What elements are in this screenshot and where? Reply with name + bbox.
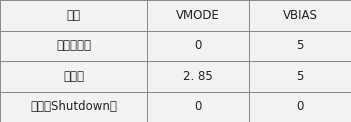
Text: 5: 5 xyxy=(296,39,304,52)
Bar xyxy=(147,0,249,30)
Bar xyxy=(147,30,249,61)
Text: 电压: 电压 xyxy=(67,9,81,22)
Text: 低功率: 低功率 xyxy=(63,70,84,83)
Bar xyxy=(249,61,351,92)
Bar xyxy=(0,92,147,122)
Text: 高功率模式: 高功率模式 xyxy=(56,39,91,52)
Bar xyxy=(249,92,351,122)
Bar xyxy=(249,30,351,61)
Bar xyxy=(147,92,249,122)
Text: VMODE: VMODE xyxy=(176,9,220,22)
Bar xyxy=(0,61,147,92)
Text: 5: 5 xyxy=(296,70,304,83)
Text: 关断（Shutdown）: 关断（Shutdown） xyxy=(30,100,117,113)
Bar xyxy=(0,30,147,61)
Text: 2. 85: 2. 85 xyxy=(184,70,213,83)
Bar xyxy=(147,61,249,92)
Text: 0: 0 xyxy=(194,39,202,52)
Text: VBIAS: VBIAS xyxy=(283,9,318,22)
Bar xyxy=(249,0,351,30)
Text: 0: 0 xyxy=(194,100,202,113)
Text: 0: 0 xyxy=(296,100,304,113)
Bar xyxy=(0,0,147,30)
